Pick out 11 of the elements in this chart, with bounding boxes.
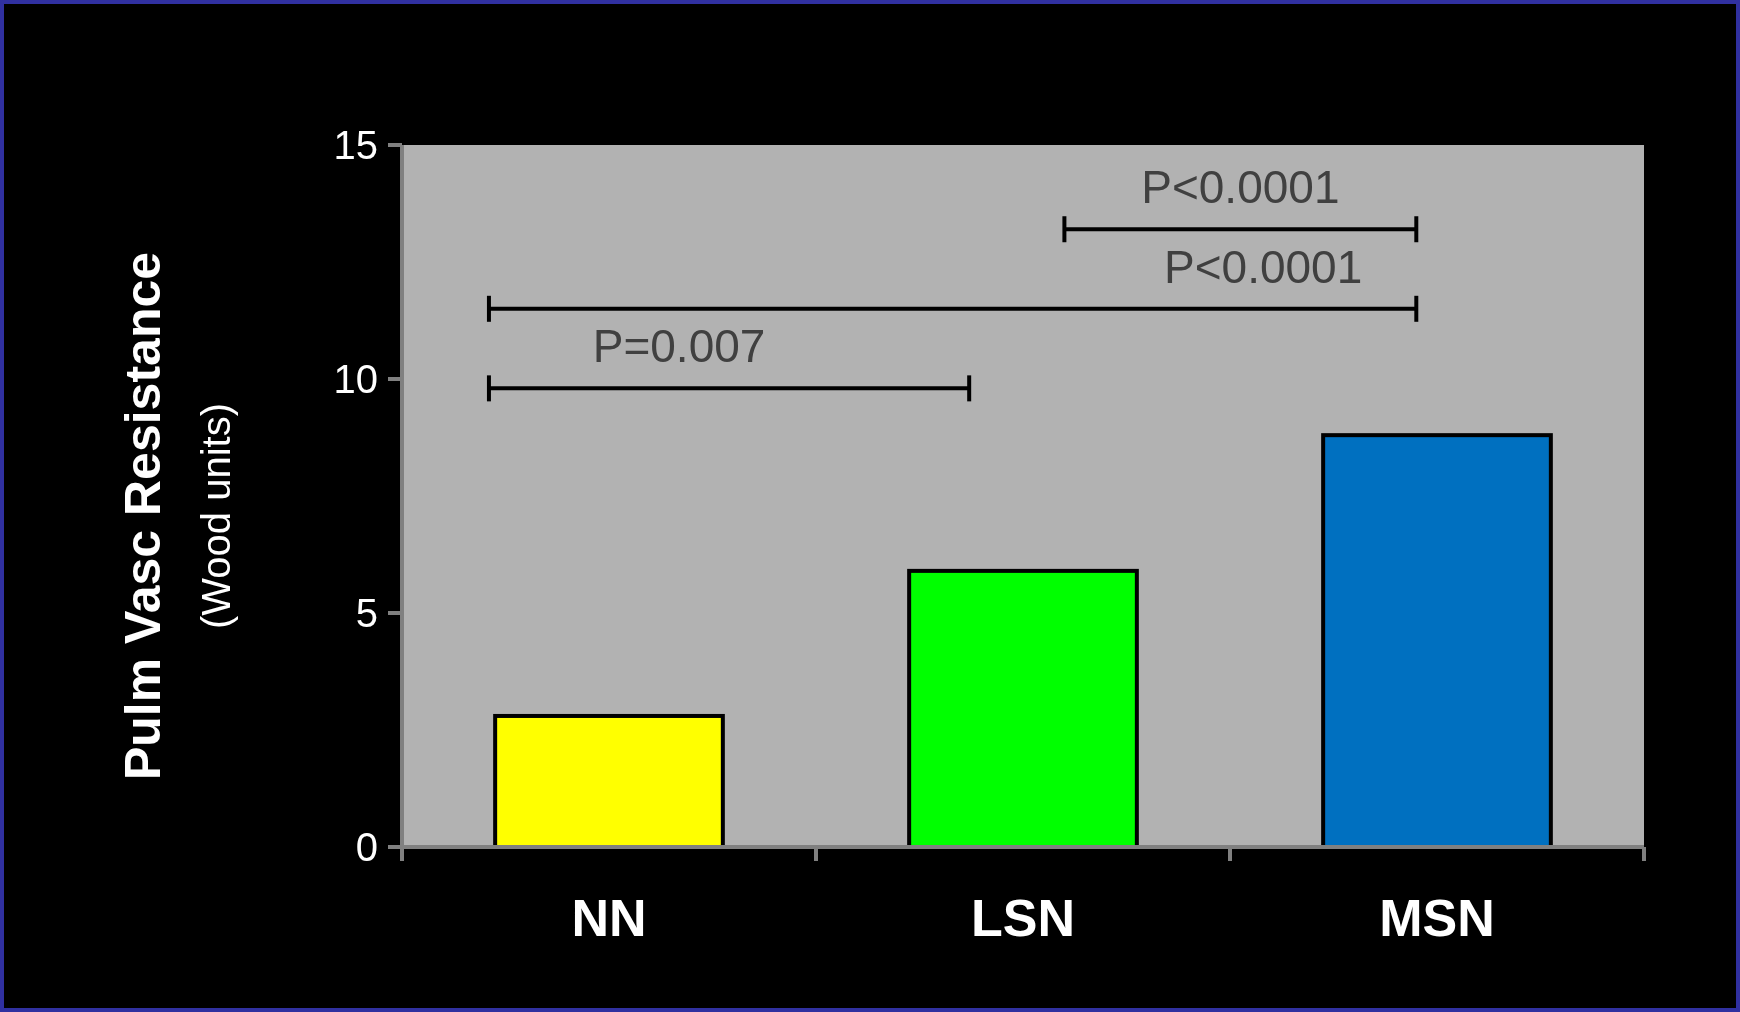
x-tick-label: NN: [571, 889, 647, 947]
x-tick-label: MSN: [1379, 889, 1495, 947]
annotation: P=0.007: [592, 320, 766, 373]
y-tick-label: 15: [333, 123, 378, 167]
annotation: P<0.0001: [1164, 240, 1363, 293]
y-tick-label: 5: [355, 591, 378, 635]
y-tick-label: 0: [355, 825, 378, 869]
annotation: P<0.0001: [1141, 161, 1340, 214]
x-tick-label: LSN: [971, 889, 1075, 947]
y-tick-label: 10: [333, 357, 378, 401]
y-axis-title: Pulm Vasc Resistance (Wood units): [114, 251, 238, 781]
